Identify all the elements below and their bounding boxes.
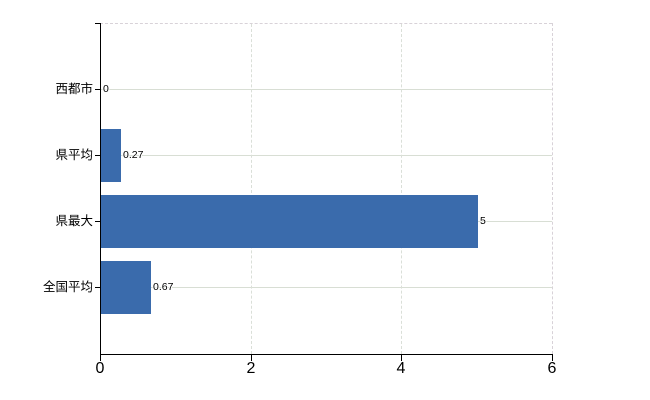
y-axis-tick xyxy=(95,221,100,222)
x-axis-tick xyxy=(251,355,252,361)
y-axis-tick xyxy=(95,89,100,90)
category-label: 西都市 xyxy=(55,82,93,96)
x-axis-tick xyxy=(552,355,553,361)
bar-value-label: 0.27 xyxy=(123,149,144,161)
gridline-horizontal xyxy=(101,287,552,288)
bar-value-label: 0.67 xyxy=(153,281,174,293)
y-axis-tick xyxy=(95,287,100,288)
gridline-vertical xyxy=(401,24,402,354)
gridline-horizontal xyxy=(101,155,552,156)
bar xyxy=(101,195,478,248)
bar xyxy=(101,129,121,182)
plot-border-top xyxy=(100,23,552,24)
bar xyxy=(101,261,151,314)
x-tick-label: 0 xyxy=(95,360,105,377)
category-label: 県平均 xyxy=(55,148,93,162)
category-label: 全国平均 xyxy=(42,280,93,294)
x-tick-label: 4 xyxy=(396,360,406,377)
plot-border-right xyxy=(552,23,553,354)
x-tick-label: 2 xyxy=(246,360,256,377)
x-axis-line xyxy=(100,354,553,355)
gridline-horizontal xyxy=(101,89,552,90)
x-tick-label: 6 xyxy=(547,360,557,377)
bar-value-label: 5 xyxy=(480,215,486,227)
bar-value-label: 0 xyxy=(103,83,109,95)
y-axis-line xyxy=(100,23,101,355)
x-axis-tick xyxy=(401,355,402,361)
gridline-vertical xyxy=(251,24,252,354)
y-axis-tick xyxy=(95,155,100,156)
y-axis-tick xyxy=(95,23,100,24)
x-axis-tick xyxy=(100,355,101,361)
category-label: 県最大 xyxy=(55,214,93,228)
